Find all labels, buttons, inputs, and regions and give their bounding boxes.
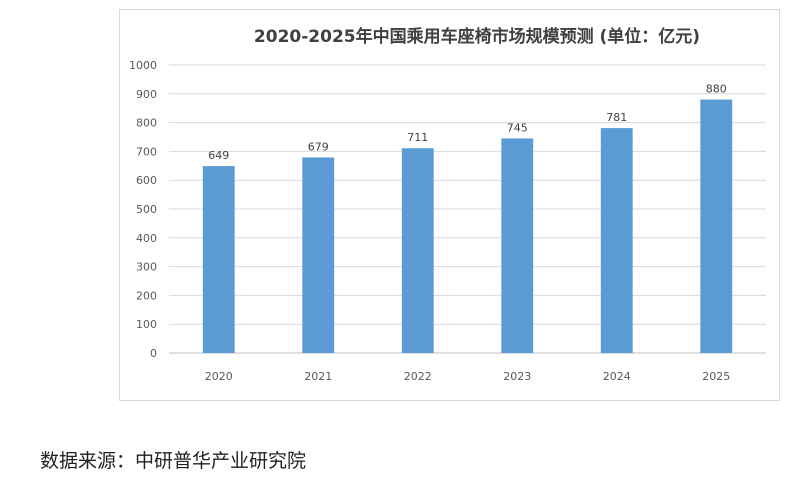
bar-2021 (302, 157, 335, 353)
x-tick-label: 2025 (702, 370, 730, 383)
x-tick-label: 2024 (603, 370, 631, 383)
x-tick-label: 2022 (404, 370, 432, 383)
y-tick-label: 0 (150, 347, 157, 360)
data-label-2025: 880 (706, 83, 727, 96)
x-tick-label: 2020 (205, 370, 233, 383)
bar-2022 (401, 148, 434, 353)
y-tick-label: 500 (136, 203, 157, 216)
x-tick-label: 2021 (304, 370, 332, 383)
y-tick-label: 1000 (129, 59, 157, 72)
chart-title: 2020-2025年中国乘用车座椅市场规模预测 (单位：亿元) (254, 26, 700, 47)
chart-frame: 2020-2025年中国乘用车座椅市场规模预测 (单位：亿元) 0 100 200 3… (119, 9, 780, 401)
x-tick-label: 2023 (503, 370, 531, 383)
y-tick-label: 200 (136, 289, 157, 302)
bar-2020 (202, 166, 235, 353)
y-tick-label: 800 (136, 117, 157, 130)
y-tick-label: 900 (136, 88, 157, 101)
y-tick-label: 100 (136, 318, 157, 331)
bars (202, 99, 733, 353)
data-label-2022: 711 (407, 131, 428, 144)
x-axis-ticks: 2020 2021 2022 2023 2024 2025 (205, 370, 731, 383)
data-label-2020: 649 (208, 149, 229, 162)
y-tick-label: 600 (136, 174, 157, 187)
data-label-2024: 781 (606, 111, 627, 124)
y-tick-label: 300 (136, 261, 157, 274)
data-label-2021: 679 (308, 140, 329, 153)
data-labels: 649 679 711 745 781 880 (208, 83, 727, 163)
y-tick-label: 400 (136, 232, 157, 245)
bar-2025 (700, 99, 733, 353)
data-label-2023: 745 (507, 121, 528, 134)
y-axis-ticks: 0 100 200 300 400 500 600 700 800 900 1000 (129, 59, 157, 360)
bar-2024 (600, 128, 633, 353)
source-note: 数据来源：中研普华产业研究院 (40, 450, 307, 472)
gridlines (169, 64, 766, 354)
bar-chart: 2020-2025年中国乘用车座椅市场规模预测 (单位：亿元) 0 100 200 3… (129, 26, 766, 383)
bar-2023 (501, 138, 534, 353)
y-tick-label: 700 (136, 145, 157, 158)
